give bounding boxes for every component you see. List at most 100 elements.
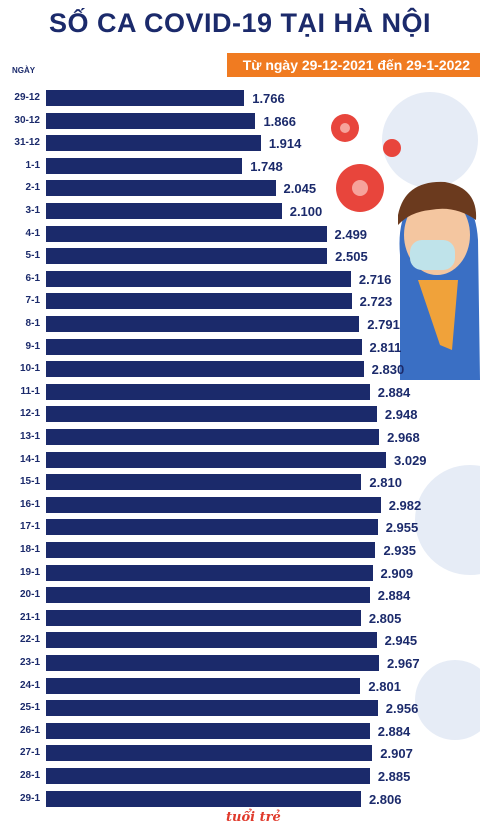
data-label: 2.830	[371, 362, 405, 378]
bar	[46, 496, 381, 513]
data-label: 2.967	[387, 656, 420, 671]
category-label: 8-1	[25, 318, 40, 329]
bar	[46, 429, 380, 445]
category-label: 23-1	[19, 657, 40, 668]
bar	[46, 542, 376, 558]
category-label: 3-1	[25, 205, 40, 216]
data-label: 2.884	[377, 723, 411, 739]
bar	[46, 225, 327, 242]
data-label: 2.955	[385, 520, 419, 536]
category-label: 22-1	[19, 634, 40, 646]
bar	[46, 248, 328, 265]
bar	[46, 338, 362, 355]
data-label: 2.956	[385, 701, 419, 717]
virus-background-icon	[382, 92, 480, 740]
bar	[46, 383, 370, 400]
bar	[46, 609, 361, 626]
category-label: 25-1	[19, 702, 40, 714]
data-label: 2.805	[368, 610, 402, 626]
data-label: 2.801	[368, 678, 401, 694]
category-label: 28-1	[19, 770, 40, 781]
category-label: 10-1	[19, 363, 40, 375]
bar	[46, 270, 351, 287]
bar	[46, 632, 377, 649]
data-label: 2.968	[387, 430, 420, 445]
bar	[46, 135, 261, 152]
data-label: 2.100	[289, 204, 323, 219]
category-label: 29-1	[19, 792, 40, 804]
category-label: 29-12	[14, 92, 40, 103]
bar	[46, 587, 370, 604]
bar	[46, 519, 378, 536]
category-label: 19-1	[19, 566, 40, 578]
bar	[46, 700, 378, 717]
bar	[46, 157, 243, 174]
bar	[46, 90, 245, 106]
bar	[46, 790, 361, 807]
category-label: 7-1	[25, 295, 40, 307]
data-label: 2.811	[369, 339, 402, 355]
bar	[46, 474, 362, 491]
category-label: 30-12	[14, 114, 40, 126]
data-label: 2.723	[359, 294, 393, 310]
bar	[46, 293, 352, 310]
bar	[46, 406, 377, 423]
data-label: 2.948	[384, 407, 418, 423]
bar	[46, 564, 373, 581]
bar	[46, 451, 386, 468]
bar	[46, 722, 370, 739]
bar	[46, 180, 276, 197]
category-label: 14-1	[19, 453, 40, 465]
bar	[46, 361, 364, 378]
category-label: 4-1	[25, 227, 40, 239]
bar	[46, 768, 370, 784]
data-label: 2.806	[368, 791, 402, 807]
bar	[46, 655, 380, 671]
data-label: 2.945	[384, 633, 418, 649]
data-label: 2.810	[369, 475, 402, 491]
data-label: 2.884	[377, 588, 411, 604]
category-label: 18-1	[19, 544, 40, 555]
data-label: 2.907	[380, 746, 413, 762]
y-axis-label: NGÀY	[12, 66, 36, 75]
data-label: 2.982	[388, 497, 422, 513]
data-label: 1.914	[268, 136, 302, 152]
category-label: 5-1	[25, 250, 40, 262]
category-label: 27-1	[19, 747, 40, 759]
category-label: 24-1	[19, 679, 40, 691]
category-label: 17-1	[19, 521, 40, 533]
bar	[46, 203, 282, 219]
category-label: 6-1	[25, 272, 40, 284]
category-label: 21-1	[19, 611, 40, 623]
category-label: 12-1	[19, 408, 40, 420]
bar	[46, 677, 361, 694]
masked-person-illustration	[398, 181, 480, 380]
bar	[46, 316, 360, 332]
category-label: 26-1	[19, 724, 40, 736]
data-label: 1.866	[263, 113, 296, 129]
bar	[46, 112, 256, 129]
bar	[46, 745, 373, 762]
data-label: 2.045	[283, 181, 317, 197]
category-label: 31-12	[14, 137, 40, 149]
category-label: 13-1	[19, 431, 40, 442]
data-label: 2.935	[383, 543, 416, 558]
chart-subtitle: Từ ngày 29-12-2021 đến 29-1-2022	[226, 53, 480, 77]
category-label: 11-1	[20, 385, 40, 397]
data-label: 2.791	[367, 317, 400, 332]
category-label: 9-1	[25, 340, 40, 352]
data-label: 1.766	[252, 91, 285, 106]
brand-logo: tuổi trẻ	[226, 810, 281, 825]
data-label: 2.499	[334, 226, 368, 242]
data-label: 2.909	[380, 565, 414, 581]
data-label: 2.884	[377, 384, 411, 400]
category-label: 15-1	[19, 476, 40, 488]
data-label: 2.885	[377, 769, 411, 784]
category-label: 20-1	[19, 589, 40, 601]
data-label: 3.029	[394, 452, 427, 468]
data-label: 1.748	[250, 158, 283, 174]
category-label: 16-1	[19, 498, 40, 510]
category-label: 1-1	[25, 159, 40, 171]
